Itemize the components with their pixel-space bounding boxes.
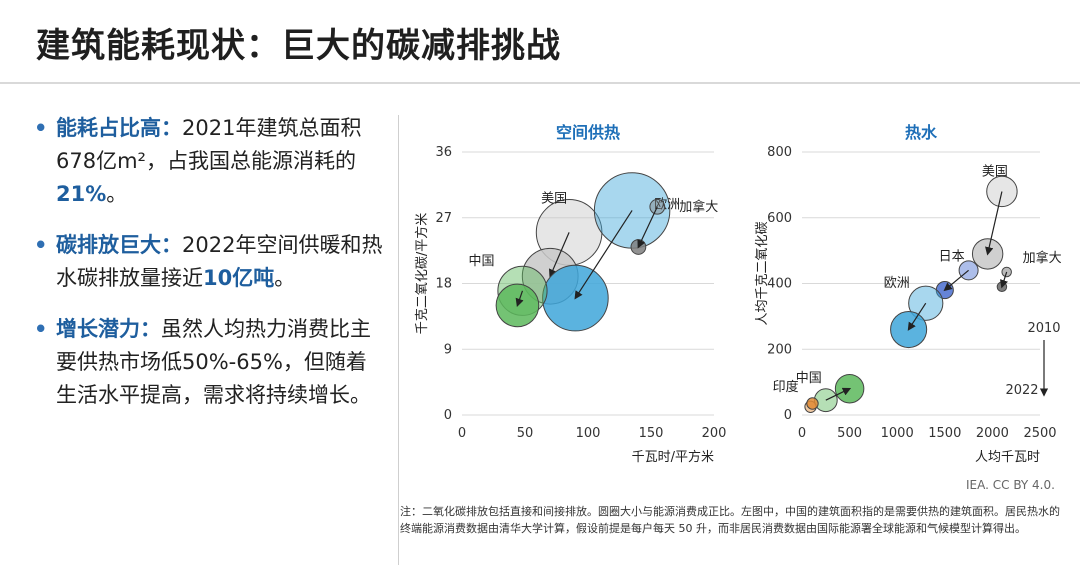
y-tick-label: 200 — [767, 342, 792, 357]
series-label: 欧洲 — [654, 197, 680, 212]
chart-title: 热水 — [905, 123, 938, 142]
x-tick-label: 100 — [576, 426, 601, 441]
series-label: 日本 — [939, 249, 965, 264]
series-label: 欧洲 — [884, 276, 910, 291]
bullet-heading: 增长潜力： — [56, 317, 161, 341]
x-axis-title: 千瓦时/平方米 — [632, 449, 714, 465]
x-tick-label: 500 — [837, 426, 862, 441]
series-label: 中国 — [468, 254, 494, 269]
bullet-text: 虽然人均热力消费比主要供热市场低50%-65%，但随着生活水平提高，需求将持续增… — [56, 317, 371, 407]
bubble-end — [495, 283, 540, 328]
bullet-dot-icon: • — [34, 116, 48, 140]
y-axis-title: 千克二氧化碳/平方米 — [414, 213, 430, 334]
chart-title: 空间供热 — [556, 123, 620, 142]
y-tick-label: 36 — [435, 145, 452, 160]
trend-arrow — [549, 232, 570, 278]
x-tick-label: 1500 — [928, 426, 961, 441]
column-divider — [398, 115, 399, 565]
y-tick-label: 27 — [435, 211, 452, 226]
x-axis-title: 人均千瓦时 — [975, 450, 1040, 465]
bullet-text-end: 。 — [106, 182, 128, 206]
title-divider — [0, 82, 1080, 84]
bubble-start — [649, 198, 666, 215]
bullet-text-end: 。 — [274, 266, 296, 290]
trend-arrow — [637, 206, 658, 249]
bullet-text: 2021年建筑总面积678亿m²，占我国总能源消耗的 — [56, 116, 362, 173]
x-tick-label: 2500 — [1023, 426, 1056, 441]
x-tick-label: 0 — [458, 426, 466, 441]
y-tick-label: 0 — [444, 408, 452, 423]
series-label: 加拿大 — [1023, 250, 1062, 266]
bubble-end — [806, 397, 819, 410]
trend-arrow — [999, 271, 1008, 289]
trend-arrow — [515, 290, 524, 308]
series-label: 加拿大 — [679, 199, 718, 215]
x-tick-label: 200 — [702, 426, 727, 441]
trend-arrow — [985, 191, 1003, 256]
x-tick-label: 0 — [798, 426, 806, 441]
bubble-charts: 空间供热 0 9 18 27 36 0 50 100 150 200 千瓦时/平方米 千克二氧化碳/平方… — [414, 123, 1062, 465]
trend-arrow — [825, 387, 852, 401]
bullet-heading: 能耗占比高： — [56, 116, 182, 140]
series-label: 美国 — [541, 191, 567, 206]
credit-text: IEA. CC BY 4.0. — [966, 478, 1055, 492]
y-tick-label: 600 — [767, 211, 792, 226]
bullet-dot-icon: • — [34, 233, 48, 257]
legend-start-label: 2010 — [1027, 321, 1060, 336]
series-label: 中国 — [796, 371, 822, 386]
trend-arrow — [907, 302, 927, 331]
y-tick-label: 0 — [784, 408, 792, 423]
bullet-highlight: 10亿吨 — [203, 266, 275, 290]
legend-end-label: 2022 — [1005, 383, 1038, 398]
y-tick-label: 800 — [767, 145, 792, 160]
x-tick-label: 150 — [639, 426, 664, 441]
bullet-emissions: • 碳排放巨大：2022年空间供暖和热水碳排放量接近10亿吨。 — [34, 229, 384, 295]
bullet-dot-icon: • — [34, 317, 48, 341]
bullet-list: • 能耗占比高：2021年建筑总面积678亿m²，占我国总能源消耗的21%。 •… — [34, 112, 384, 430]
x-tick-label: 2000 — [976, 426, 1009, 441]
x-tick-label: 1000 — [881, 426, 914, 441]
bullet-energy-share: • 能耗占比高：2021年建筑总面积678亿m²，占我国总能源消耗的 21%。 — [34, 112, 384, 211]
trend-arrow — [943, 269, 969, 292]
y-tick-label: 18 — [435, 277, 452, 292]
y-axis-title: 人均千克二氧化碳 — [755, 221, 770, 325]
series-label: 美国 — [982, 164, 1008, 179]
series-label: 印度 — [773, 379, 799, 395]
bullet-highlight: 21% — [56, 182, 107, 206]
y-tick-label: 400 — [767, 277, 792, 292]
bullet-growth: • 增长潜力：虽然人均热力消费比主要供热市场低50%-65%，但随着生活水平提高… — [34, 313, 384, 412]
page-title: 建筑能耗现状：巨大的碳减排挑战 — [36, 26, 561, 66]
footnote: 注：二氧化碳排放包括直接和间接排放。圆圈大小与能源消费成正比。左图中，中国的建筑… — [400, 505, 1060, 535]
bullet-text: 2022年空间供暖和热水碳排放量接近 — [56, 233, 383, 290]
trend-arrow — [574, 210, 633, 300]
bullet-heading: 碳排放巨大： — [56, 233, 182, 257]
y-tick-label: 9 — [444, 342, 452, 357]
x-tick-label: 50 — [517, 426, 534, 441]
